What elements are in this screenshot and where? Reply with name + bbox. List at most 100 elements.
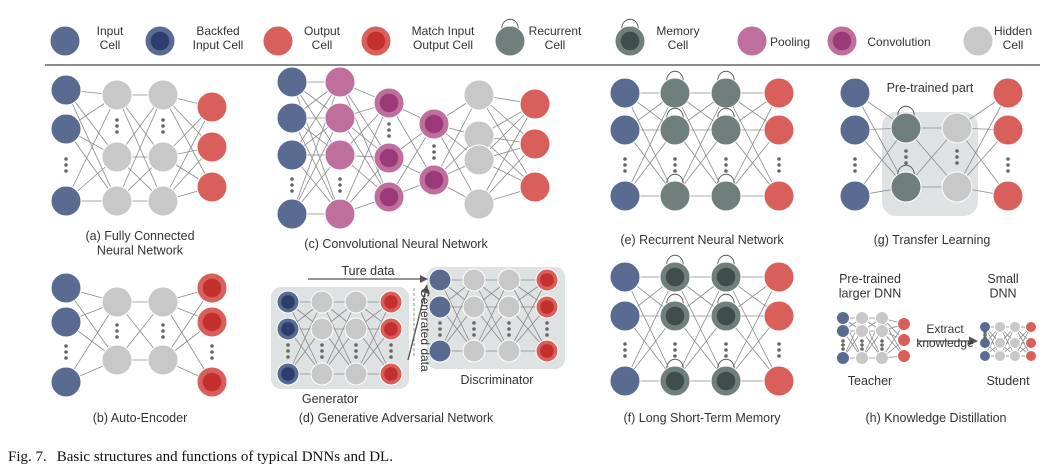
ellipsis-dot: [338, 183, 342, 187]
ellipsis-dot: [724, 354, 728, 358]
recurrent-cell-node: [659, 180, 691, 212]
ellipsis-dot: [777, 169, 781, 173]
legend-label-backfed: Backfed Input Cell: [193, 24, 244, 52]
hidden-cell-node: [344, 362, 368, 386]
ellipsis-dot: [64, 356, 68, 360]
output-cell-node: [897, 317, 911, 331]
ellipsis-dot: [161, 335, 165, 339]
panel-f-label: (f) Long Short-Term Memory: [624, 411, 782, 425]
ellipsis-dot: [777, 342, 781, 346]
legend-item-hidden: Hidden Cell: [962, 24, 1032, 57]
ellipsis-dot: [320, 343, 324, 347]
input-cell-node: [276, 102, 308, 134]
ellipsis-dot: [438, 333, 442, 337]
output-cell-node: [519, 171, 551, 203]
ellipsis-dot: [724, 163, 728, 167]
input-cell-node: [839, 77, 871, 109]
hidden-cell-node: [463, 188, 495, 220]
ellipsis-dot: [115, 323, 119, 327]
ellipsis-dot: [290, 189, 294, 193]
teacher-title: Pre-trained larger DNN: [839, 272, 902, 300]
input-cell-node: [50, 74, 82, 106]
output-cell-node: [1025, 321, 1037, 333]
ellipsis-dot: [983, 333, 987, 337]
true-data-label: Ture data: [341, 264, 394, 278]
caption-text: Basic structures and functions of typica…: [56, 449, 393, 465]
panel-c-cnn: (c) Convolutional Neural Network: [276, 66, 551, 251]
teacher-label: Teacher: [848, 374, 892, 388]
ellipsis-dot: [1006, 169, 1010, 173]
ellipsis-dot: [904, 161, 908, 165]
ellipsis-dot: [507, 321, 511, 325]
input-cell-node: [428, 268, 452, 292]
hidden-cell-node: [147, 185, 179, 217]
hidden-cell-node: [147, 286, 179, 318]
legend-item-output: Output Cell: [262, 24, 341, 57]
ellipsis-dot: [115, 329, 119, 333]
output-cell-node: [992, 77, 1024, 109]
ellipsis-dot: [955, 155, 959, 159]
hidden-cell-node: [101, 79, 133, 111]
hidden-cell-node: [855, 324, 869, 338]
input-cell-node: [428, 339, 452, 363]
hidden-cell-node: [101, 344, 133, 376]
output-cell-node: [196, 91, 228, 123]
output-cell-node: [763, 300, 795, 332]
hidden-cell-node: [310, 362, 334, 386]
ellipsis-dot: [623, 157, 627, 161]
input-cell-node: [49, 25, 81, 57]
ellipsis-dot: [286, 349, 290, 353]
discriminator-box: [427, 267, 565, 369]
ellipsis-dot: [432, 156, 436, 160]
legend-item-memory: Memory Cell: [614, 18, 700, 57]
ellipsis-dot: [724, 169, 728, 173]
ellipsis-dot: [724, 342, 728, 346]
hidden-cell-node: [462, 268, 486, 292]
ellipsis-dot: [387, 122, 391, 126]
ellipsis-dot: [983, 330, 987, 334]
hidden-cell-node: [994, 337, 1006, 349]
hidden-cell-node: [994, 350, 1006, 362]
hidden-cell-node: [101, 185, 133, 217]
ellipsis-dot: [880, 343, 884, 347]
ellipsis-dot: [623, 169, 627, 173]
figure-caption: Fig. 7. Basic structures and functions of…: [8, 449, 393, 466]
input-cell-node: [609, 300, 641, 332]
ellipsis-dot: [880, 339, 884, 343]
ellipsis-dot: [161, 323, 165, 327]
output-cell-node: [519, 128, 551, 160]
ellipsis-dot: [623, 348, 627, 352]
ellipsis-dot: [860, 339, 864, 343]
ellipsis-dot: [64, 157, 68, 161]
hidden-cell-node: [497, 339, 521, 363]
input-cell-node: [50, 113, 82, 145]
ellipsis-dot: [387, 128, 391, 132]
recurrent-cell-node: [710, 180, 742, 212]
output-cell-node: [763, 114, 795, 146]
ellipsis-dot: [64, 169, 68, 173]
ellipsis-dot: [853, 157, 857, 161]
ellipsis-dot: [161, 124, 165, 128]
ellipsis-dot: [432, 150, 436, 154]
ellipsis-dot: [286, 355, 290, 359]
input-cell-node: [979, 350, 991, 362]
output-cell-node: [763, 365, 795, 397]
pretrained-part-label: Pre-trained part: [887, 81, 974, 95]
panel-e-label: (e) Recurrent Neural Network: [620, 233, 784, 247]
input-cell-node: [609, 365, 641, 397]
ellipsis-dot: [673, 348, 677, 352]
legend-label-hidden: Hidden Cell: [994, 24, 1032, 52]
panel-d-gan: Ture data Generated data Generator Discrimi…: [271, 264, 565, 425]
student-label: Student: [986, 374, 1030, 388]
ellipsis-dot: [1006, 157, 1010, 161]
ellipsis-dot: [1006, 163, 1010, 167]
output-cell-node: [196, 131, 228, 163]
legend-item-convolution: Convolution: [826, 25, 931, 57]
ellipsis-dot: [777, 163, 781, 167]
input-cell-node: [839, 114, 871, 146]
legend: Input Cell Backfed Input Cell Output Cell Matc…: [45, 18, 1040, 66]
ellipsis-dot: [673, 163, 677, 167]
ellipsis-dot: [354, 355, 358, 359]
output-cell-node: [992, 180, 1024, 212]
